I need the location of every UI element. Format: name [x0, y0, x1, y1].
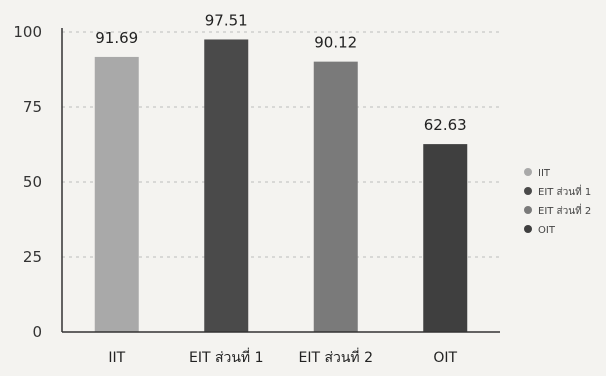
y-tick-label: 50 [23, 173, 42, 191]
y-tick-label: 0 [32, 323, 42, 341]
y-tick-label: 100 [13, 23, 42, 41]
bar [313, 61, 358, 332]
legend-label: EIT ส่วนที่ 1 [538, 184, 591, 198]
y-tick-label: 75 [23, 98, 42, 116]
bar-value-label: 90.12 [314, 34, 357, 52]
legend-marker [524, 206, 532, 214]
legend-label: EIT ส่วนที่ 2 [538, 203, 591, 217]
bar [423, 144, 468, 332]
bars [94, 39, 468, 333]
bar-value-label: 91.69 [95, 29, 138, 47]
legend-marker [524, 187, 532, 195]
labels: 91.69 IIT 97.51 EIT ส่วนที่ 1 90.12 EIT ส่วนท… [95, 11, 466, 366]
legend: IIT EIT ส่วนที่ 1 EIT ส่วนที่ 2 OIT [524, 168, 591, 236]
legend-label: OIT [538, 225, 556, 236]
bar [94, 56, 139, 333]
x-tick-label: OIT [433, 350, 457, 366]
legend-label: IIT [538, 168, 551, 179]
x-tick-label: IIT [108, 350, 125, 366]
axes: 0 25 50 75 100 [13, 23, 500, 341]
bar-value-label: 97.51 [205, 11, 248, 29]
bar-value-label: 62.63 [424, 116, 467, 134]
legend-marker [524, 225, 532, 233]
x-tick-label: EIT ส่วนที่ 1 [189, 348, 264, 366]
bar [204, 39, 249, 332]
legend-marker [524, 168, 532, 176]
x-tick-label: EIT ส่วนที่ 2 [298, 348, 373, 366]
y-tick-label: 25 [23, 248, 42, 266]
